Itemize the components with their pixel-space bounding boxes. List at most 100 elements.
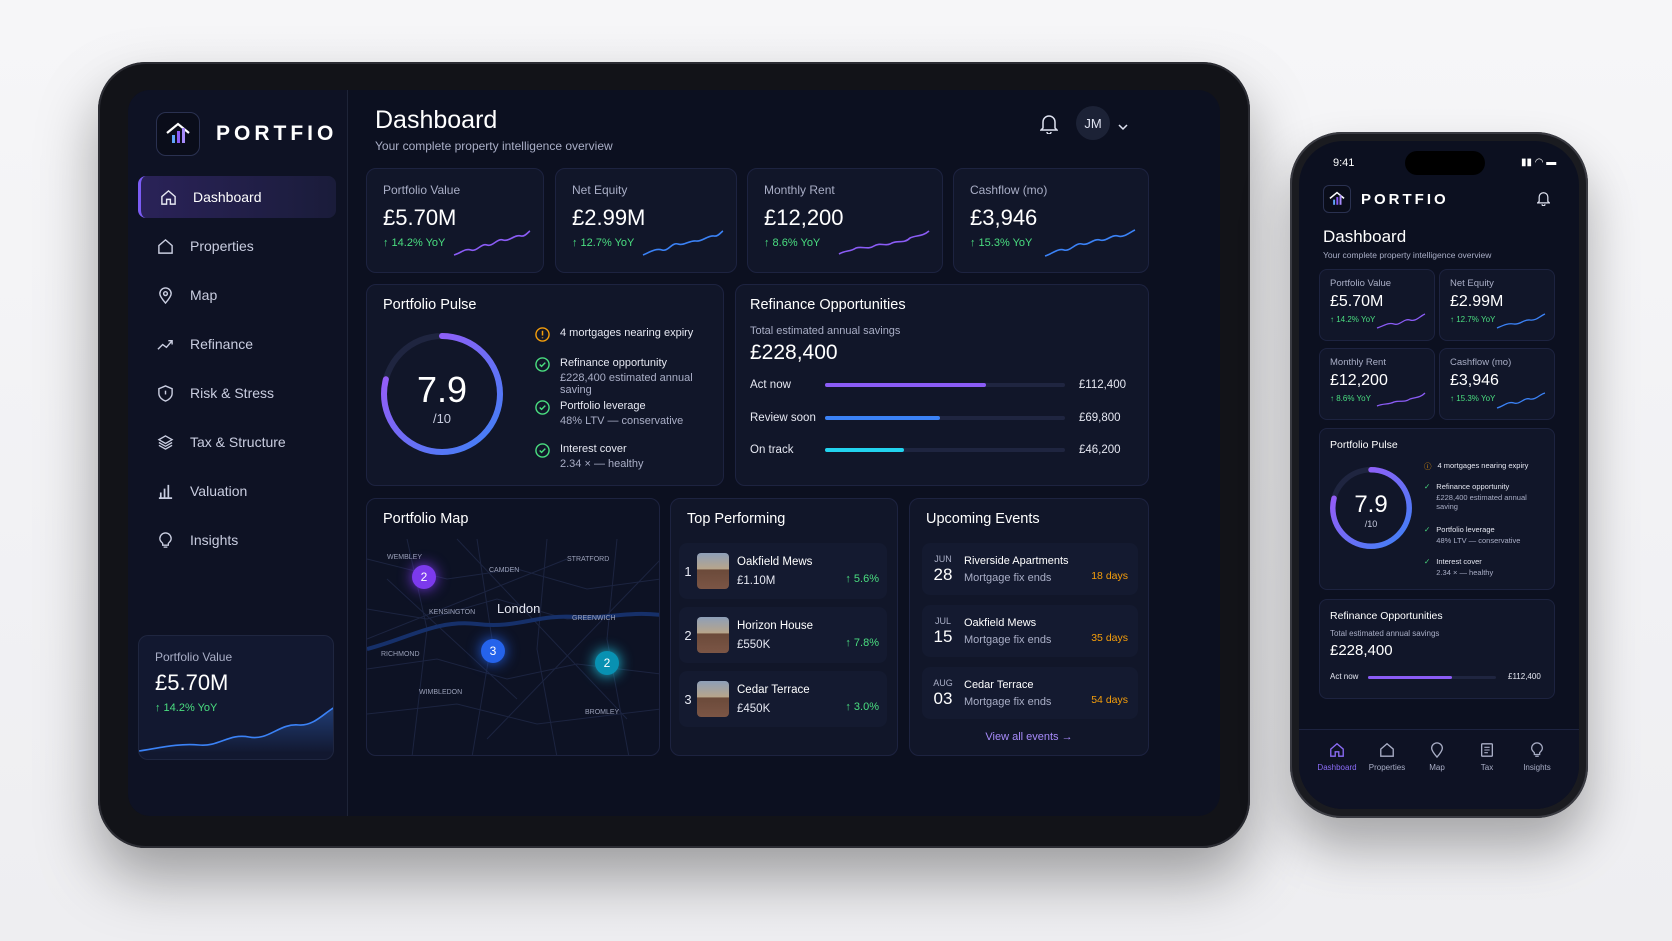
event-name: Oakfield Mews bbox=[964, 616, 1037, 629]
sidebar-item-label: Properties bbox=[190, 238, 254, 254]
row-value: £112,400 bbox=[1508, 672, 1541, 681]
kpi-monthly-rent[interactable]: Monthly Rent £12,200 ↑ 8.6% YoY bbox=[747, 168, 943, 273]
tablet-screen: PORTFIO Dashboard Properties Map Refinan… bbox=[128, 90, 1220, 816]
pulse-item-sub: £228,400 estimated annual saving bbox=[560, 372, 693, 396]
sidebar-item-valuation[interactable]: Valuation bbox=[138, 470, 336, 512]
tab-map[interactable]: Map bbox=[1409, 742, 1465, 772]
rank: 1 bbox=[684, 563, 692, 579]
property-price: £450K bbox=[737, 702, 771, 715]
sidebar-item-dashboard[interactable]: Dashboard bbox=[138, 176, 336, 218]
event-date: JUL 15 bbox=[922, 616, 964, 647]
sidebar-item-risk[interactable]: Risk & Stress bbox=[138, 372, 336, 414]
sidebar-nav: Dashboard Properties Map Refinance Risk … bbox=[138, 176, 336, 568]
pulse-scale: /10 bbox=[432, 411, 452, 426]
phone-brand[interactable]: PORTFIO bbox=[1323, 185, 1449, 213]
event-row[interactable]: AUG 03 Cedar Terrace Mortgage fix ends 54 da… bbox=[922, 667, 1138, 719]
pulse-item-title: Portfolio leverage bbox=[560, 400, 646, 412]
property-thumbnail bbox=[697, 681, 729, 717]
rank: 2 bbox=[684, 627, 692, 643]
pulse-item-title: Interest cover bbox=[560, 443, 627, 455]
map-pin-cluster[interactable]: 2 bbox=[595, 651, 619, 675]
tab-label: Insights bbox=[1523, 763, 1551, 772]
map-pin-cluster[interactable]: 3 bbox=[481, 639, 505, 663]
bar-fill bbox=[825, 448, 905, 452]
bar-track bbox=[825, 448, 1065, 452]
property-growth: ↑ 7.8% bbox=[845, 637, 879, 649]
kpi-value: £3,946 bbox=[970, 205, 1038, 230]
kpi-label: Monthly Rent bbox=[1330, 357, 1386, 368]
check-circle-icon: ✓ bbox=[1424, 525, 1431, 534]
logo-icon bbox=[156, 112, 200, 156]
brand-logo[interactable]: PORTFIO bbox=[156, 112, 337, 156]
warning-icon: ⓘ bbox=[1424, 462, 1432, 471]
list-item[interactable]: 2 Horizon House £550K ↑ 7.8% bbox=[679, 607, 887, 663]
kpi-net-equity[interactable]: Net Equity £2.99M ↑ 12.7% YoY bbox=[1439, 269, 1555, 341]
event-countdown: 54 days bbox=[1091, 694, 1128, 706]
kpi-portfolio-value[interactable]: Portfolio Value £5.70M ↑ 14.2% YoY bbox=[366, 168, 544, 273]
pulse-score-ring bbox=[1330, 467, 1412, 549]
trend-up-icon bbox=[156, 335, 174, 353]
list-item[interactable]: 1 Oakfield Mews £1.10M ↑ 5.6% bbox=[679, 543, 887, 599]
refinance-card[interactable]: Refinance Opportunities Total estimated … bbox=[1319, 599, 1555, 699]
tab-dashboard[interactable]: Dashboard bbox=[1309, 742, 1365, 772]
document-icon bbox=[1459, 742, 1515, 760]
card-value: £5.70M bbox=[155, 670, 229, 695]
list-item[interactable]: 3 Cedar Terrace £450K ↑ 3.0% bbox=[679, 671, 887, 727]
property-thumbnail bbox=[697, 553, 729, 589]
event-date: AUG 03 bbox=[922, 678, 964, 709]
map-background bbox=[367, 538, 659, 755]
sidebar-item-label: Valuation bbox=[190, 483, 248, 499]
kpi-label: Net Equity bbox=[1450, 278, 1494, 289]
event-name: Riverside Apartments bbox=[964, 554, 1069, 567]
avatar[interactable]: JM bbox=[1076, 106, 1110, 140]
event-sub: Mortgage fix ends bbox=[964, 633, 1052, 646]
event-sub: Mortgage fix ends bbox=[964, 571, 1052, 584]
kpi-portfolio-value[interactable]: Portfolio Value £5.70M ↑ 14.2% YoY bbox=[1319, 269, 1435, 341]
kpi-net-equity[interactable]: Net Equity £2.99M ↑ 12.7% YoY bbox=[555, 168, 737, 273]
kpi-yoy: ↑ 8.6% YoY bbox=[1330, 394, 1371, 403]
event-month: JUN bbox=[934, 553, 952, 564]
tab-tax[interactable]: Tax bbox=[1459, 742, 1515, 772]
portfolio-map-card[interactable]: Portfolio Map WEMBLEY CAMDEN STRATFORD K… bbox=[366, 498, 660, 756]
property-name: Cedar Terrace bbox=[737, 683, 810, 696]
refinance-row: Review soon £69,800 bbox=[750, 412, 1126, 424]
kpi-label: Portfolio Value bbox=[383, 183, 461, 197]
map-area-label: KENSINGTON bbox=[429, 609, 476, 616]
sidebar-item-insights[interactable]: Insights bbox=[138, 519, 336, 561]
card-title: Refinance Opportunities bbox=[1330, 610, 1443, 622]
tab-properties[interactable]: Properties bbox=[1359, 742, 1415, 772]
map-area-label: WEMBLEY bbox=[387, 554, 423, 561]
refinance-card[interactable]: Refinance Opportunities Total estimated … bbox=[735, 284, 1149, 486]
map-pin-cluster[interactable]: 2 bbox=[412, 565, 436, 589]
bell-icon[interactable] bbox=[1039, 114, 1059, 139]
bell-icon[interactable] bbox=[1536, 191, 1551, 211]
view-all-events-link[interactable]: View all events → bbox=[910, 731, 1148, 743]
kpi-cashflow[interactable]: Cashflow (mo) £3,946 ↑ 15.3% YoY bbox=[1439, 348, 1555, 420]
pulse-item-sub: 2.34 × — healthy bbox=[560, 458, 644, 470]
portfolio-pulse-card[interactable]: Portfolio Pulse 7.9 /10 4 mortgages near… bbox=[366, 284, 724, 486]
event-row[interactable]: JUN 28 Riverside Apartments Mortgage fix en… bbox=[922, 543, 1138, 595]
kpi-yoy: ↑ 8.6% YoY bbox=[764, 237, 821, 249]
map-area-label: BROMLEY bbox=[585, 709, 620, 716]
pulse-item: Interest cover 2.34 × — healthy bbox=[535, 443, 643, 470]
chevron-down-icon[interactable] bbox=[1118, 118, 1128, 136]
row-label: Act now bbox=[750, 379, 791, 391]
top-performing-card[interactable]: Top Performing 1 Oakfield Mews £1.10M ↑ 5.6… bbox=[670, 498, 898, 756]
sidebar-item-tax[interactable]: Tax & Structure bbox=[138, 421, 336, 463]
sidebar-portfolio-card[interactable]: Portfolio Value £5.70M ↑ 14.2% YoY bbox=[138, 635, 334, 760]
tab-insights[interactable]: Insights bbox=[1509, 742, 1565, 772]
property-growth: ↑ 3.0% bbox=[845, 701, 879, 713]
kpi-monthly-rent[interactable]: Monthly Rent £12,200 ↑ 8.6% YoY bbox=[1319, 348, 1435, 420]
upcoming-events-card[interactable]: Upcoming Events JUN 28 Riverside Apartment… bbox=[909, 498, 1149, 756]
pulse-score: 7.9 bbox=[1354, 491, 1388, 518]
bar-track bbox=[825, 416, 1065, 420]
event-row[interactable]: JUL 15 Oakfield Mews Mortgage fix ends 35 da… bbox=[922, 605, 1138, 657]
layers-icon bbox=[156, 433, 174, 451]
kpi-cashflow[interactable]: Cashflow (mo) £3,946 ↑ 15.3% YoY bbox=[953, 168, 1149, 273]
sidebar-item-properties[interactable]: Properties bbox=[138, 225, 336, 267]
portfolio-pulse-card[interactable]: Portfolio Pulse 7.9 /10 ⓘ 4 mortgages nea… bbox=[1319, 428, 1555, 590]
page-subtitle: Your complete property intelligence over… bbox=[1323, 250, 1492, 260]
sidebar-item-map[interactable]: Map bbox=[138, 274, 336, 316]
sidebar-item-refinance[interactable]: Refinance bbox=[138, 323, 336, 365]
sparkline bbox=[1044, 229, 1136, 257]
